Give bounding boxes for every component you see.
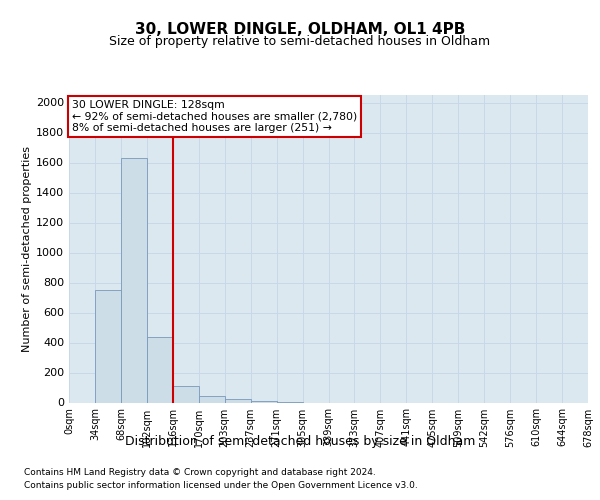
Text: Contains HM Land Registry data © Crown copyright and database right 2024.: Contains HM Land Registry data © Crown c… bbox=[24, 468, 376, 477]
Text: Distribution of semi-detached houses by size in Oldham: Distribution of semi-detached houses by … bbox=[125, 434, 475, 448]
Text: 30 LOWER DINGLE: 128sqm
← 92% of semi-detached houses are smaller (2,780)
8% of : 30 LOWER DINGLE: 128sqm ← 92% of semi-de… bbox=[71, 100, 357, 133]
Text: 30, LOWER DINGLE, OLDHAM, OL1 4PB: 30, LOWER DINGLE, OLDHAM, OL1 4PB bbox=[135, 22, 465, 36]
Bar bbox=[173, 386, 199, 402]
Text: Size of property relative to semi-detached houses in Oldham: Size of property relative to semi-detach… bbox=[109, 36, 491, 49]
Bar bbox=[251, 400, 277, 402]
Y-axis label: Number of semi-detached properties: Number of semi-detached properties bbox=[22, 146, 32, 352]
Bar bbox=[121, 158, 147, 402]
Bar bbox=[95, 290, 121, 403]
Bar bbox=[225, 399, 251, 402]
Bar bbox=[199, 396, 224, 402]
Text: Contains public sector information licensed under the Open Government Licence v3: Contains public sector information licen… bbox=[24, 480, 418, 490]
Bar bbox=[147, 336, 173, 402]
